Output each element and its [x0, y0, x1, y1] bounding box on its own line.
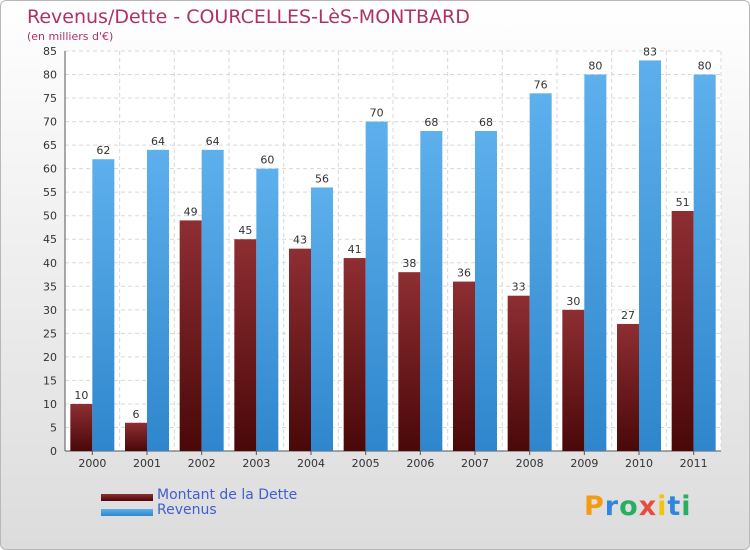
y-tick-label: 35 — [43, 280, 57, 293]
legend-label-revenue: Revenus — [157, 502, 217, 518]
bar-revenue — [147, 149, 169, 451]
data-label-debt: 41 — [348, 243, 362, 256]
y-tick-label: 15 — [43, 374, 57, 387]
x-tick-label: 2009 — [570, 457, 598, 470]
data-label-debt: 49 — [184, 205, 198, 218]
data-label-debt: 43 — [293, 234, 307, 247]
bar-debt — [343, 258, 366, 451]
x-tick-label: 2011 — [680, 457, 708, 470]
bar-debt — [507, 295, 530, 451]
bar-debt — [453, 281, 475, 451]
logo-letter: r — [604, 491, 620, 522]
x-tick-label: 2003 — [242, 457, 270, 470]
x-tick-label: 2001 — [133, 457, 161, 470]
x-tick-label: 2010 — [625, 457, 653, 470]
bar-debt — [179, 220, 202, 451]
bar-revenue — [639, 60, 661, 451]
bar-debt — [125, 422, 147, 451]
data-label-revenue: 76 — [534, 78, 548, 91]
chart-title: Revenus/Dette - COURCELLES-LèS-MONTBARD — [27, 6, 470, 28]
data-label-debt: 10 — [74, 389, 88, 402]
logo-letter: i — [657, 491, 668, 522]
data-label-debt: 33 — [512, 281, 526, 294]
y-tick-label: 70 — [43, 116, 57, 129]
bar-revenue — [693, 74, 716, 451]
y-tick-label: 25 — [43, 327, 57, 340]
bar-debt — [671, 211, 694, 451]
data-label-debt: 36 — [457, 267, 471, 280]
data-label-revenue: 64 — [206, 135, 220, 148]
bar-debt — [289, 248, 311, 451]
y-tick-label: 65 — [43, 139, 57, 152]
data-label-revenue: 56 — [315, 172, 329, 185]
data-label-revenue: 68 — [479, 116, 493, 129]
bar-revenue — [475, 131, 497, 451]
bar-debt — [617, 323, 639, 451]
y-tick-label: 75 — [43, 92, 57, 105]
y-tick-label: 50 — [43, 210, 57, 223]
x-tick-label: 2007 — [461, 457, 489, 470]
logo-letter: t — [667, 491, 682, 522]
bar-revenue — [529, 93, 552, 452]
bar-revenue — [311, 187, 333, 451]
y-tick-label: 40 — [43, 257, 57, 270]
logo-letter: i — [681, 491, 692, 522]
y-tick-label: 5 — [50, 421, 57, 434]
legend-swatch-debt-icon — [101, 494, 153, 501]
data-label-revenue: 68 — [424, 116, 438, 129]
data-label-revenue: 60 — [260, 154, 274, 167]
logo-letter: P — [584, 491, 605, 522]
y-tick-label: 30 — [43, 304, 57, 317]
y-tick-label: 60 — [43, 163, 57, 176]
y-tick-label: 10 — [43, 398, 57, 411]
bar-debt — [234, 239, 257, 451]
y-tick-label: 45 — [43, 233, 57, 246]
x-tick-label: 2008 — [516, 457, 544, 470]
data-label-revenue: 80 — [588, 60, 602, 73]
data-label-revenue: 83 — [643, 45, 657, 58]
legend-swatch-revenue-icon — [101, 509, 153, 516]
y-tick-label: 80 — [43, 69, 57, 82]
data-label-debt: 51 — [676, 196, 690, 209]
data-label-debt: 38 — [402, 257, 416, 270]
legend-label-debt: Montant de la Dette — [157, 487, 298, 503]
bar-revenue — [92, 159, 115, 451]
bar-debt — [562, 309, 585, 451]
y-tick-label: 20 — [43, 351, 57, 364]
y-tick-label: 85 — [43, 45, 57, 58]
y-tick-label: 0 — [50, 445, 57, 458]
logo-letter: x — [638, 491, 658, 522]
chart-subtitle: (en milliers d'€) — [27, 30, 114, 43]
x-tick-label: 2000 — [78, 457, 106, 470]
data-label-revenue: 70 — [370, 107, 384, 120]
bar-revenue — [420, 131, 443, 451]
bar-debt — [70, 403, 93, 451]
data-label-debt: 6 — [133, 408, 140, 421]
data-label-debt: 27 — [621, 309, 635, 322]
x-tick-label: 2006 — [406, 457, 434, 470]
data-label-revenue: 64 — [151, 135, 165, 148]
logo-letter: o — [619, 491, 639, 522]
bar-revenue — [584, 74, 607, 451]
x-tick-label: 2005 — [352, 457, 380, 470]
bar-revenue — [201, 149, 224, 451]
proxiti-logo: Proxiti — [584, 491, 692, 522]
data-label-revenue: 62 — [96, 144, 110, 157]
bar-revenue — [256, 168, 279, 451]
data-label-revenue: 80 — [698, 60, 712, 73]
y-tick-label: 55 — [43, 186, 57, 199]
x-tick-label: 2004 — [297, 457, 325, 470]
data-label-debt: 30 — [566, 295, 580, 308]
bar-revenue — [365, 121, 388, 452]
bar-debt — [398, 272, 421, 451]
data-label-debt: 45 — [238, 224, 252, 237]
x-tick-label: 2002 — [188, 457, 216, 470]
